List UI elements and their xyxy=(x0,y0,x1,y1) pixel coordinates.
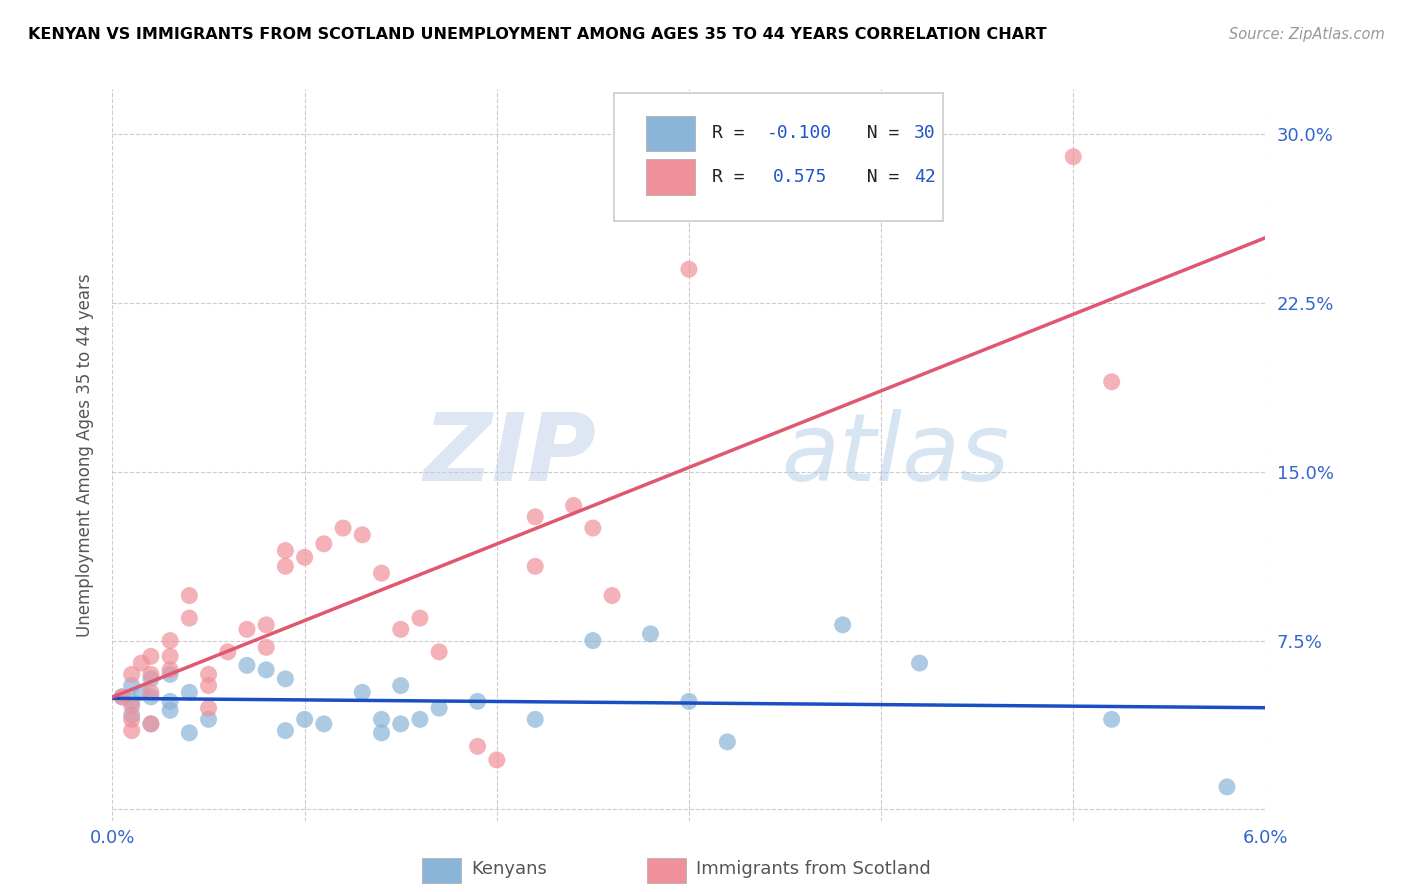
Point xyxy=(524,712,547,726)
Point xyxy=(908,656,931,670)
Point xyxy=(179,589,201,603)
Point xyxy=(159,667,181,681)
Point xyxy=(1101,375,1123,389)
Point xyxy=(236,623,259,637)
Point xyxy=(111,690,134,704)
Point xyxy=(159,649,181,664)
Point xyxy=(467,694,489,708)
Point xyxy=(159,694,181,708)
Point xyxy=(1062,150,1084,164)
Point xyxy=(236,658,259,673)
Point xyxy=(294,550,316,565)
Point xyxy=(121,679,143,693)
Point xyxy=(1216,780,1239,794)
Point xyxy=(562,499,585,513)
Point xyxy=(139,690,162,704)
Text: atlas: atlas xyxy=(782,409,1010,500)
Point xyxy=(274,543,297,558)
Point xyxy=(640,627,662,641)
Point xyxy=(129,656,153,670)
Point xyxy=(197,679,219,693)
Text: N =: N = xyxy=(845,124,910,142)
Point xyxy=(524,509,547,524)
Point xyxy=(370,726,392,740)
Text: Source: ZipAtlas.com: Source: ZipAtlas.com xyxy=(1229,27,1385,42)
Point xyxy=(427,645,450,659)
Point xyxy=(139,672,162,686)
Point xyxy=(312,537,335,551)
Point xyxy=(678,262,700,277)
Point xyxy=(139,685,162,699)
Point xyxy=(274,559,297,574)
Text: 0.575: 0.575 xyxy=(773,168,828,186)
Point xyxy=(409,611,432,625)
Point xyxy=(582,521,605,535)
Point xyxy=(179,611,201,625)
Text: -0.100: -0.100 xyxy=(768,124,832,142)
Text: 30: 30 xyxy=(914,124,935,142)
Y-axis label: Unemployment Among Ages 35 to 44 years: Unemployment Among Ages 35 to 44 years xyxy=(76,273,94,637)
Point xyxy=(352,685,374,699)
Point xyxy=(389,717,412,731)
Point xyxy=(139,649,162,664)
Point xyxy=(831,617,853,632)
Text: Kenyans: Kenyans xyxy=(471,860,547,878)
Point xyxy=(159,633,181,648)
Point xyxy=(254,663,277,677)
Point xyxy=(121,723,143,738)
Point xyxy=(197,712,219,726)
Point xyxy=(121,698,143,713)
Point xyxy=(139,667,162,681)
Point xyxy=(427,701,450,715)
Text: ZIP: ZIP xyxy=(423,409,596,501)
Point xyxy=(197,701,219,715)
FancyBboxPatch shape xyxy=(647,116,695,151)
Text: R =: R = xyxy=(711,168,766,186)
Point xyxy=(121,694,143,708)
Point xyxy=(332,521,354,535)
FancyBboxPatch shape xyxy=(614,93,942,221)
Point xyxy=(274,723,297,738)
Point xyxy=(352,528,374,542)
Point xyxy=(197,667,219,681)
Point xyxy=(254,640,277,655)
Point xyxy=(678,694,700,708)
Text: 42: 42 xyxy=(914,168,935,186)
Point xyxy=(370,566,392,580)
Text: Immigrants from Scotland: Immigrants from Scotland xyxy=(696,860,931,878)
Text: KENYAN VS IMMIGRANTS FROM SCOTLAND UNEMPLOYMENT AMONG AGES 35 TO 44 YEARS CORREL: KENYAN VS IMMIGRANTS FROM SCOTLAND UNEMP… xyxy=(28,27,1046,42)
Point xyxy=(467,739,489,754)
Point xyxy=(121,667,143,681)
Point xyxy=(1101,712,1123,726)
Point xyxy=(389,679,412,693)
Point xyxy=(139,717,162,731)
Text: R =: R = xyxy=(711,124,755,142)
Text: N =: N = xyxy=(845,168,910,186)
Point xyxy=(600,589,623,603)
Point xyxy=(159,703,181,717)
Point xyxy=(179,685,201,699)
Point xyxy=(159,663,181,677)
Point xyxy=(111,690,134,704)
Point xyxy=(312,717,335,731)
Point xyxy=(121,712,143,726)
Point xyxy=(389,623,412,637)
Point xyxy=(582,633,605,648)
Point xyxy=(370,712,392,726)
Point xyxy=(524,559,547,574)
Point xyxy=(485,753,508,767)
Point xyxy=(716,735,738,749)
Point xyxy=(294,712,316,726)
Point xyxy=(274,672,297,686)
Point xyxy=(409,712,432,726)
Point xyxy=(217,645,239,659)
Point xyxy=(179,726,201,740)
FancyBboxPatch shape xyxy=(647,160,695,194)
Point xyxy=(129,685,153,699)
Point xyxy=(254,617,277,632)
Point xyxy=(121,707,143,722)
Point xyxy=(139,717,162,731)
